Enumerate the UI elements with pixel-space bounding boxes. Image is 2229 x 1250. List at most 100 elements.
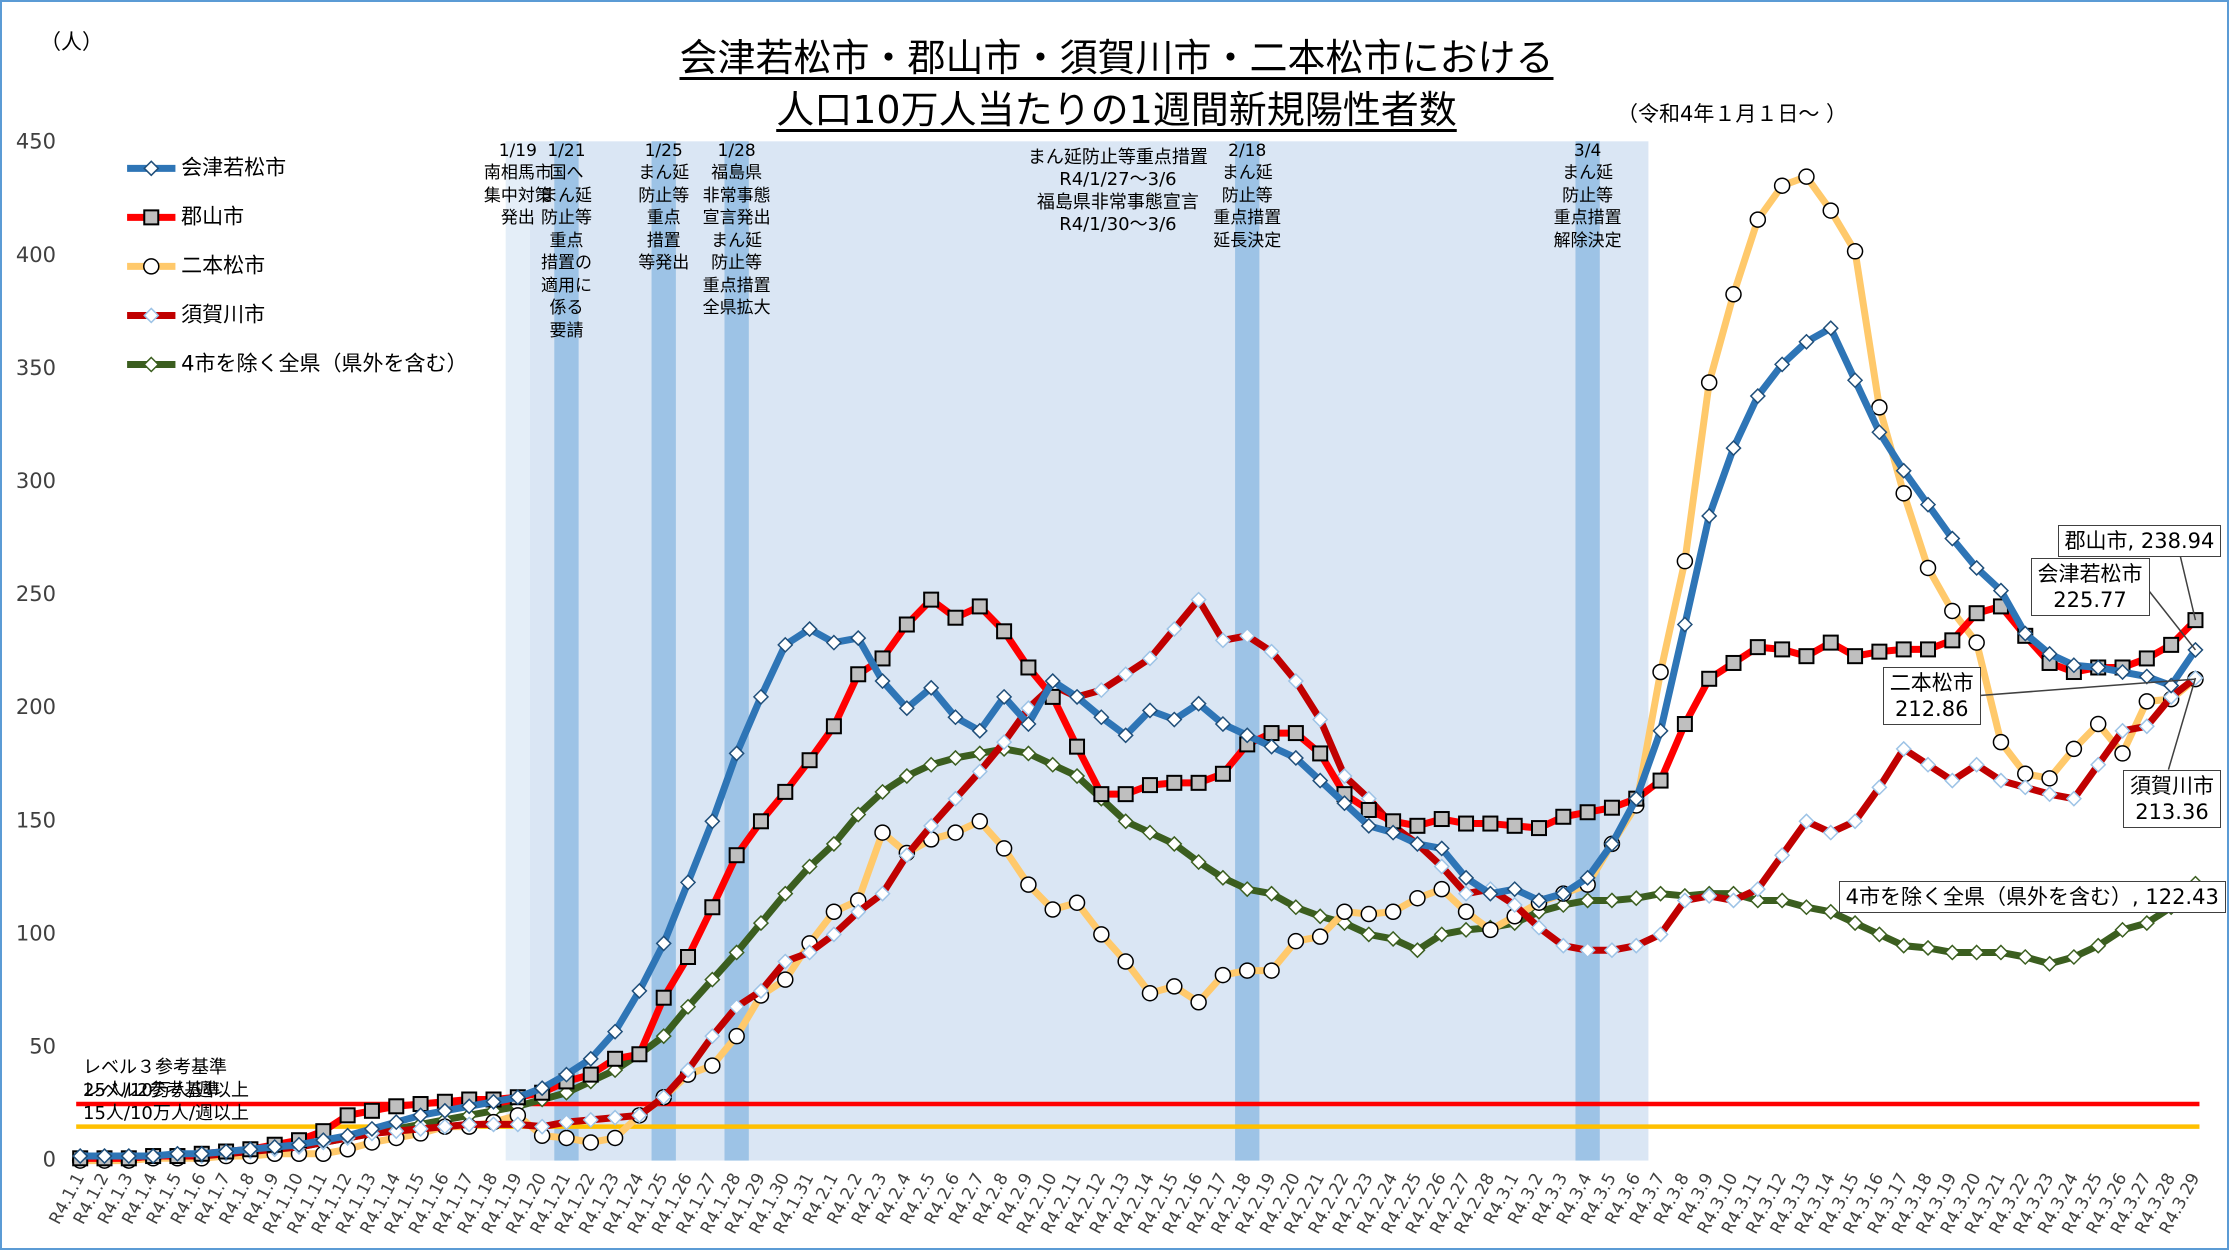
marker [1020, 876, 1037, 893]
marker [1044, 756, 1061, 773]
marker [1336, 795, 1353, 812]
marker [752, 982, 770, 999]
marker [388, 1123, 405, 1140]
marker [655, 1028, 672, 1045]
marker [1385, 930, 1402, 947]
marker [2090, 659, 2107, 676]
marker [143, 160, 160, 177]
marker [1190, 993, 1207, 1011]
marker [1603, 942, 1621, 959]
marker [898, 767, 915, 785]
reference-label: レベル2参考基準 15人/10万人/週以上 [83, 1079, 249, 1124]
marker [655, 1089, 672, 1106]
marker [679, 1062, 697, 1079]
marker [1920, 641, 1937, 658]
marker [558, 1084, 575, 1101]
y-tick-label: 250 [16, 582, 56, 606]
marker [1603, 835, 1621, 852]
marker [1360, 817, 1377, 834]
marker [1530, 820, 1547, 837]
marker [680, 949, 697, 966]
marker [1919, 559, 1937, 577]
data-label: 二本松市 212.86 [1882, 667, 1981, 726]
marker [1263, 725, 1280, 742]
marker [728, 847, 745, 864]
series-line [76, 745, 2199, 1162]
marker [1068, 688, 1086, 705]
marker [266, 1138, 283, 1156]
annotation: まん延防止等重点措置 R4/1/27～3/6 福島県非常事態宣言 R4/1/30… [1027, 146, 1208, 236]
marker [363, 1120, 381, 1137]
marker [1263, 962, 1280, 979]
marker [1287, 899, 1304, 916]
marker [874, 824, 891, 841]
data-label: 郡山市, 238.94 [2057, 525, 2222, 558]
marker [1871, 643, 1888, 660]
marker [1919, 939, 1937, 957]
marker [1652, 926, 1669, 943]
marker [1287, 725, 1304, 742]
marker [607, 1109, 624, 1126]
marker [1409, 817, 1426, 834]
marker [1214, 632, 1231, 649]
marker [995, 840, 1013, 857]
marker [1190, 853, 1207, 871]
marker [2138, 915, 2155, 932]
legend-label: 郡山市 [181, 204, 244, 228]
marker [801, 944, 818, 961]
marker [1628, 790, 1645, 807]
marker [1482, 921, 1499, 939]
marker [2138, 693, 2156, 710]
annotation: 2/18 まん延 防止等 重点措置 延長決定 [1213, 140, 1282, 251]
marker [1847, 648, 1864, 665]
marker [169, 1145, 186, 1162]
marker [631, 1046, 648, 1063]
marker [218, 1143, 235, 1160]
marker [1166, 835, 1183, 852]
marker [1774, 892, 1791, 909]
marker [1579, 804, 1596, 821]
marker [1238, 962, 1256, 979]
annotation: 1/28 福島県 非常事態 宣言発出 まん延 防止等 重点措置 全県拡大 [702, 140, 771, 319]
marker [606, 1129, 624, 1147]
marker [1774, 356, 1791, 373]
marker [363, 1102, 380, 1119]
marker [1676, 552, 1694, 570]
marker [1822, 824, 1839, 841]
marker [971, 745, 988, 762]
marker [1263, 738, 1280, 755]
marker [825, 634, 842, 651]
marker [655, 989, 672, 1006]
marker [2114, 745, 2131, 762]
marker [2114, 722, 2131, 739]
marker [1311, 928, 1329, 945]
marker [1847, 813, 1864, 830]
marker [1457, 869, 1475, 886]
marker [1287, 932, 1305, 950]
marker [874, 885, 891, 902]
marker [1579, 892, 1596, 909]
marker [1652, 885, 1669, 902]
marker [2138, 718, 2155, 735]
y-tick-label: 300 [16, 469, 56, 493]
marker [436, 1102, 453, 1119]
event-band [724, 141, 749, 1161]
marker [509, 1116, 526, 1133]
marker [1141, 824, 1159, 841]
marker [582, 1050, 599, 1067]
marker [2017, 948, 2034, 966]
marker [1020, 715, 1037, 733]
marker [461, 1098, 478, 1115]
marker [242, 1141, 259, 1158]
marker [1214, 869, 1231, 886]
marker [1506, 881, 1523, 898]
marker [1166, 774, 1183, 791]
leader-line [2167, 677, 2197, 770]
marker [1020, 745, 1037, 762]
marker [607, 1062, 624, 1079]
marker [850, 630, 867, 647]
marker [1433, 858, 1450, 875]
marker [1749, 388, 1766, 405]
marker [1360, 801, 1377, 818]
marker [728, 998, 745, 1015]
